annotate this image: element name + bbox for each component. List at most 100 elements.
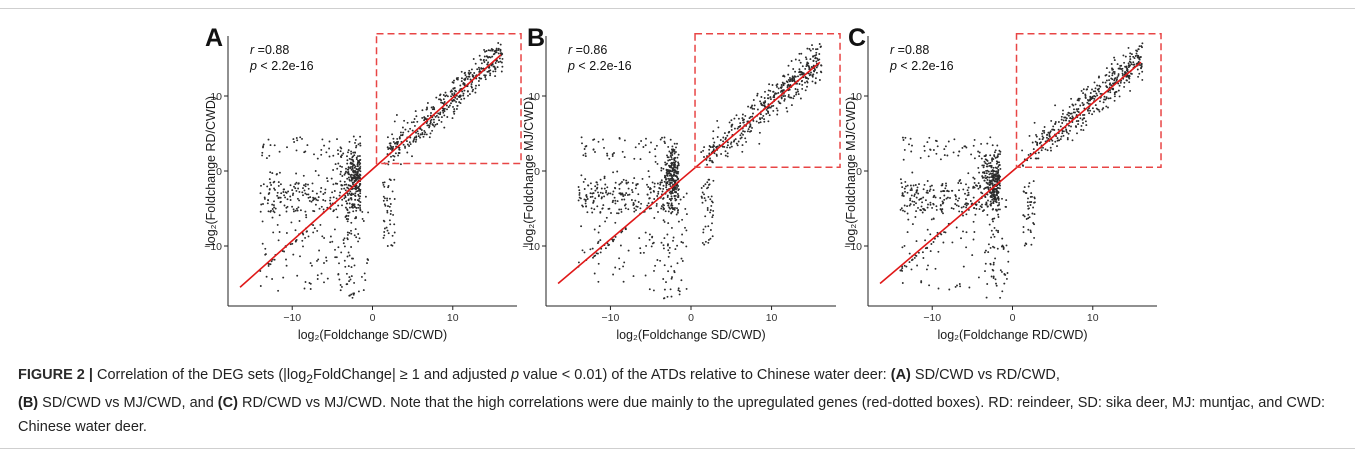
scatter-point bbox=[265, 253, 267, 255]
scatter-point bbox=[921, 205, 923, 207]
scatter-point bbox=[336, 216, 338, 218]
scatter-point bbox=[812, 73, 814, 75]
scatter-point bbox=[429, 136, 431, 138]
scatter-point bbox=[274, 144, 276, 146]
scatter-point bbox=[974, 182, 976, 184]
scatter-point bbox=[1141, 79, 1143, 81]
scatter-point bbox=[807, 82, 809, 84]
scatter-point bbox=[502, 58, 504, 60]
scatter-point bbox=[1035, 134, 1037, 136]
scatter-point bbox=[354, 217, 356, 219]
scatter-point bbox=[329, 197, 331, 199]
scatter-point bbox=[348, 149, 350, 151]
scatter-point bbox=[306, 230, 308, 232]
scatter-point bbox=[494, 75, 496, 77]
scatter-point bbox=[763, 102, 765, 104]
scatter-point bbox=[669, 159, 671, 161]
scatter-point bbox=[483, 49, 485, 51]
scatter-point bbox=[426, 133, 428, 135]
scatter-point bbox=[667, 249, 669, 251]
scatter-point bbox=[317, 274, 319, 276]
scatter-point bbox=[350, 230, 352, 232]
scatter-point bbox=[993, 193, 995, 195]
scatter-point bbox=[270, 144, 272, 146]
scatter-point bbox=[754, 104, 756, 106]
scatter-point bbox=[390, 210, 392, 212]
scatter-point bbox=[981, 158, 983, 160]
scatter-point bbox=[729, 147, 731, 149]
scatter-point bbox=[670, 162, 672, 164]
scatter-point bbox=[1104, 96, 1106, 98]
scatter-point bbox=[1128, 66, 1130, 68]
scatter-point bbox=[995, 278, 997, 280]
scatter-point bbox=[667, 169, 669, 171]
scatter-point bbox=[669, 181, 671, 183]
scatter-point bbox=[701, 197, 703, 199]
scatter-point bbox=[1061, 132, 1063, 134]
scatter-point bbox=[403, 120, 405, 122]
scatter-point bbox=[990, 247, 992, 249]
scatter-point bbox=[928, 155, 930, 157]
scatter-point bbox=[795, 92, 797, 94]
scatter-point bbox=[999, 185, 1001, 187]
scatter-point bbox=[992, 234, 994, 236]
scatter-point bbox=[461, 71, 463, 73]
scatter-point bbox=[499, 61, 501, 63]
scatter-point bbox=[463, 93, 465, 95]
scatter-point bbox=[911, 268, 913, 270]
scatter-point bbox=[438, 116, 440, 118]
scatter-point bbox=[986, 283, 988, 285]
scatter-point bbox=[1055, 121, 1057, 123]
scatter-point bbox=[767, 120, 769, 122]
scatter-point bbox=[1093, 95, 1095, 97]
scatter-point bbox=[649, 208, 651, 210]
scatter-point bbox=[742, 144, 744, 146]
scatter-point bbox=[594, 151, 596, 153]
scatter-point bbox=[489, 73, 491, 75]
scatter-point bbox=[1076, 108, 1078, 110]
scatter-point bbox=[672, 189, 674, 191]
scatter-point bbox=[303, 184, 305, 186]
scatter-point bbox=[657, 183, 659, 185]
scatter-point bbox=[949, 197, 951, 199]
scatter-point bbox=[751, 105, 753, 107]
scatter-point bbox=[1004, 274, 1006, 276]
scatter-point bbox=[800, 98, 802, 100]
scatter-point bbox=[815, 57, 817, 59]
scatter-point bbox=[301, 240, 303, 242]
scatter-point bbox=[800, 73, 802, 75]
scatter-point bbox=[449, 105, 451, 107]
scatter-point bbox=[310, 283, 312, 285]
scatter-point bbox=[297, 206, 299, 208]
scatter-point bbox=[584, 251, 586, 253]
scatter-point bbox=[648, 198, 650, 200]
scatter-point bbox=[909, 198, 911, 200]
scatter-point bbox=[468, 70, 470, 72]
scatter-point bbox=[612, 193, 614, 195]
scatter-point bbox=[999, 153, 1001, 155]
scatter-point bbox=[1126, 80, 1128, 82]
scatter-point bbox=[1045, 148, 1047, 150]
scatter-point bbox=[1033, 148, 1035, 150]
scatter-point bbox=[399, 152, 401, 154]
scatter-point bbox=[290, 184, 292, 186]
scatter-point bbox=[1048, 134, 1050, 136]
scatter-point bbox=[1111, 74, 1113, 76]
scatter-point bbox=[926, 192, 928, 194]
scatter-point bbox=[305, 183, 307, 185]
scatter-point bbox=[402, 127, 404, 129]
scatter-point bbox=[343, 242, 345, 244]
scatter-point bbox=[670, 212, 672, 214]
scatter-point bbox=[489, 50, 491, 52]
scatter-point bbox=[937, 145, 939, 147]
scatter-point bbox=[1083, 117, 1085, 119]
scatter-point bbox=[685, 245, 687, 247]
scatter-point bbox=[945, 185, 947, 187]
scatter-point bbox=[326, 177, 328, 179]
scatter-point bbox=[1023, 226, 1025, 228]
scatter-point bbox=[988, 173, 990, 175]
scatter-point bbox=[582, 154, 584, 156]
scatter-point bbox=[991, 165, 993, 167]
scatter-point bbox=[997, 172, 999, 174]
scatter-point bbox=[1051, 129, 1053, 131]
